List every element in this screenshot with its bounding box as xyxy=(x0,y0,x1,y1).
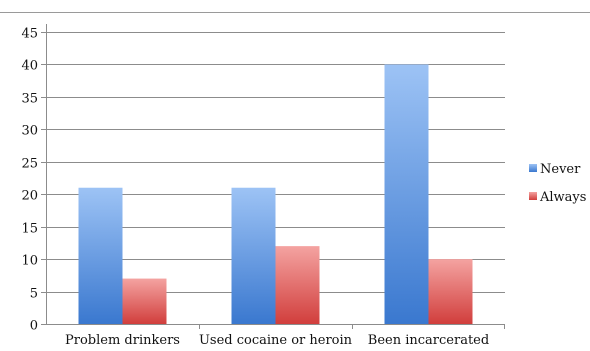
y-tick-label: 10 xyxy=(21,254,38,269)
y-tick-label: 5 xyxy=(30,287,38,302)
y-tick-label: 25 xyxy=(21,157,38,172)
y-tick-label: 40 xyxy=(21,59,38,74)
bar-never-0 xyxy=(78,187,123,324)
y-tick-label: 20 xyxy=(21,189,38,204)
y-tick-label: 15 xyxy=(21,222,38,237)
axes xyxy=(46,24,505,329)
x-category-label: Been incarcerated xyxy=(368,333,489,347)
bar-always-1 xyxy=(275,246,320,324)
bars xyxy=(78,64,473,324)
legend-label-always: Always xyxy=(539,190,586,205)
x-category-label: Used cocaine or heroin xyxy=(199,333,353,347)
bar-always-2 xyxy=(428,259,473,324)
x-category-label: Problem drinkers xyxy=(65,333,180,347)
y-tick-label: 0 xyxy=(30,319,38,334)
legend-swatch-always xyxy=(529,192,537,200)
legend-label-never: Never xyxy=(540,162,581,177)
bar-never-2 xyxy=(384,64,429,324)
legend-swatch-never xyxy=(529,164,537,172)
legend: Never Always xyxy=(529,162,586,205)
y-tick-label: 45 xyxy=(21,27,38,42)
bar-always-0 xyxy=(122,278,167,324)
x-category-labels: Problem drinkers Used cocaine or heroin Be… xyxy=(65,333,489,348)
y-tick-label: 30 xyxy=(21,124,38,139)
bar-never-1 xyxy=(231,187,276,324)
y-tick-labels: 0 5 10 15 20 25 30 35 40 45 xyxy=(21,27,38,334)
y-tick-label: 35 xyxy=(21,92,38,107)
